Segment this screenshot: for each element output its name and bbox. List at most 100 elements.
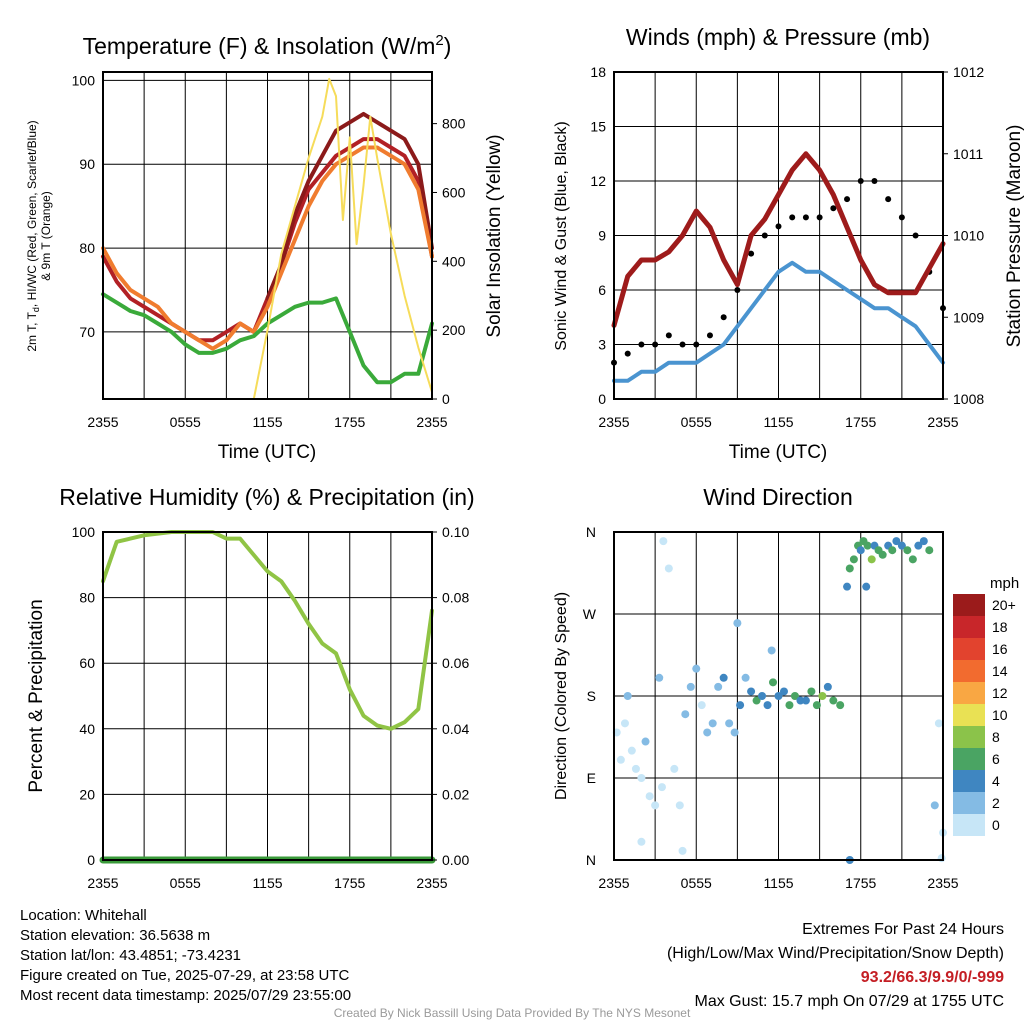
humidity-grid bbox=[103, 531, 432, 861]
direction-point bbox=[714, 682, 723, 691]
winds-series-gust-point bbox=[638, 341, 645, 348]
temperature-y-axis-label-left-line1: 2m T, Td, HI/WC (Red, Green, Scarlet/Blu… bbox=[25, 120, 41, 351]
winds-y-right-tick-label: 1012 bbox=[953, 64, 984, 80]
temperature-y-axis-label-left-line2: & 9m T (Orange) bbox=[39, 191, 53, 281]
speed-legend-swatch bbox=[953, 726, 985, 748]
winds-series-gust-point bbox=[720, 314, 727, 321]
direction-point bbox=[758, 692, 767, 700]
station-elevation: Station elevation: 36.5638 m bbox=[20, 927, 211, 944]
direction-point bbox=[616, 755, 625, 764]
winds-y-right-tick-label: 1009 bbox=[953, 309, 984, 325]
direction-point bbox=[878, 550, 887, 559]
winds-x-tick-label: 2355 bbox=[598, 414, 629, 430]
figure-created: Figure created on Tue, 2025-07-29, at 23… bbox=[20, 967, 350, 984]
station-info: Location: Whitehall Station elevation: 3… bbox=[20, 906, 351, 1006]
direction-point bbox=[641, 737, 650, 746]
humidity-y-left-tick-label: 100 bbox=[72, 524, 96, 540]
temperature-x-tick-label: 2355 bbox=[416, 414, 447, 430]
direction-point bbox=[903, 546, 912, 555]
direction-point bbox=[807, 687, 816, 696]
winds-grid bbox=[614, 71, 943, 400]
winds-panel: Winds (mph) & Pressure (mb) 2355 0555 1155… bbox=[553, 24, 1024, 463]
direction-point bbox=[823, 682, 832, 691]
temperature-y-right-tick-label: 800 bbox=[442, 116, 466, 132]
direction-point bbox=[736, 701, 745, 710]
winds-series-gust-point bbox=[830, 205, 837, 212]
direction-point bbox=[637, 774, 646, 782]
speed-legend-swatch bbox=[953, 638, 985, 660]
temperature-y-left-tick-label: 80 bbox=[79, 240, 95, 256]
direction-point bbox=[719, 673, 728, 682]
extremes-legend: (High/Low/Max Wind/Precipitation/Snow De… bbox=[666, 945, 1004, 962]
direction-point bbox=[934, 719, 943, 728]
temperature-x-tick-label: 0555 bbox=[170, 414, 201, 430]
speed-legend-label: 20+ bbox=[992, 597, 1016, 613]
winds-series-sonic-wind-line bbox=[612, 260, 945, 383]
humidity-y-right-tick-label: 0.02 bbox=[442, 786, 469, 802]
direction-point bbox=[769, 678, 778, 687]
winds-series-gust-point bbox=[734, 287, 741, 293]
speed-legend-label: 12 bbox=[992, 685, 1008, 701]
direction-point bbox=[863, 541, 872, 550]
winds-series-gust-point bbox=[665, 332, 672, 339]
direction-point bbox=[733, 619, 742, 628]
direction-plot-frame bbox=[613, 531, 944, 861]
direction-point bbox=[843, 582, 852, 591]
direction-y-tick-label: S bbox=[587, 688, 596, 704]
direction-point bbox=[681, 710, 690, 719]
direction-point bbox=[655, 673, 664, 682]
station-location: Location: Whitehall bbox=[20, 907, 147, 924]
temperature-y-left-tick-label: 90 bbox=[79, 156, 95, 172]
speed-legend-label: 6 bbox=[992, 751, 1000, 767]
winds-series-gust-point bbox=[912, 232, 919, 239]
direction-point bbox=[703, 728, 712, 737]
direction-x-tick-label: 0555 bbox=[681, 875, 712, 891]
winds-series-gust-point bbox=[857, 178, 864, 184]
humidity-ticks: 2355 0555 1155 1755 2355 0 20 40 60 80 100 0.00 0.02… bbox=[72, 524, 470, 891]
humidity-x-tick-label: 1755 bbox=[334, 875, 365, 891]
direction-point bbox=[930, 801, 939, 810]
recent-timestamp: Most recent data timestamp: 2025/07/29 2… bbox=[20, 987, 352, 1004]
direction-point bbox=[637, 837, 646, 846]
winds-ticks: 2355 0555 1155 1755 2355 0 3 6 9 12 15 18 1008 1009 10… bbox=[590, 64, 984, 430]
winds-x-tick-label: 0555 bbox=[681, 414, 712, 430]
winds-series-gust-point bbox=[844, 196, 851, 203]
speed-legend-swatch bbox=[953, 616, 985, 638]
direction-point bbox=[752, 696, 761, 705]
direction-point bbox=[919, 537, 928, 546]
speed-legend-swatch bbox=[953, 748, 985, 770]
temperature-x-axis-label: Time (UTC) bbox=[218, 442, 317, 463]
temperature-series bbox=[101, 77, 434, 400]
direction-y-tick-label: N bbox=[586, 852, 596, 868]
direction-point bbox=[627, 746, 636, 755]
direction-point bbox=[631, 764, 640, 773]
station-latlon: Station lat/lon: 43.4851; -73.4231 bbox=[20, 947, 242, 964]
winds-series-gust-point bbox=[898, 214, 905, 221]
humidity-y-right-tick-label: 0.06 bbox=[442, 655, 469, 671]
direction-point bbox=[623, 692, 632, 700]
direction-point bbox=[620, 719, 629, 728]
direction-point bbox=[829, 696, 838, 705]
winds-y-right-tick-label: 1011 bbox=[953, 146, 983, 162]
temperature-plot-frame bbox=[102, 71, 433, 400]
speed-legend-label: 0 bbox=[992, 817, 1000, 833]
humidity-y-left-tick-label: 40 bbox=[79, 721, 95, 737]
direction-point bbox=[686, 682, 695, 691]
direction-y-tick-label: W bbox=[583, 606, 597, 622]
direction-x-tick-label: 2355 bbox=[927, 875, 958, 891]
temperature-panel: Temperature (F) & Insolation (W/m2) 2355… bbox=[25, 32, 505, 463]
winds-x-tick-label: 1755 bbox=[845, 414, 876, 430]
temperature-x-tick-label: 1155 bbox=[252, 414, 282, 430]
humidity-y-right-tick-label: 0.04 bbox=[442, 721, 469, 737]
winds-series bbox=[611, 151, 946, 383]
winds-series-gust-point bbox=[789, 214, 796, 221]
winds-y-left-tick-label: 0 bbox=[598, 391, 606, 407]
speed-legend-title: mph bbox=[990, 575, 1019, 592]
winds-series-gust-point bbox=[748, 250, 755, 257]
humidity-x-tick-label: 1155 bbox=[252, 875, 282, 891]
humidity-plot-frame bbox=[102, 531, 433, 861]
speed-legend-swatch bbox=[953, 660, 985, 682]
humidity-y-left-tick-label: 80 bbox=[79, 590, 95, 606]
speed-legend-swatch bbox=[953, 682, 985, 704]
